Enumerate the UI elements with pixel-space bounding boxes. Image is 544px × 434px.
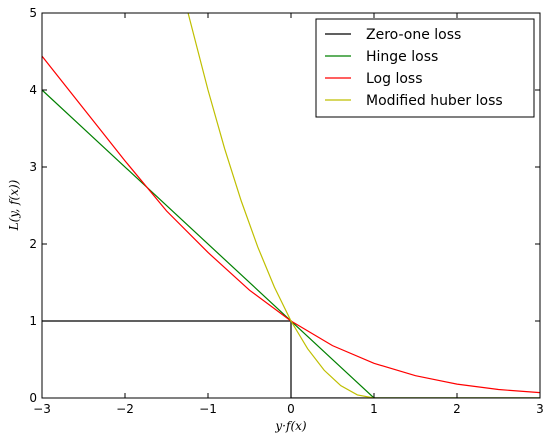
series-layer — [42, 13, 540, 398]
x-tick-label: −1 — [199, 402, 217, 416]
x-axis-label: y·f(x) — [274, 419, 306, 433]
legend-label: Hinge loss — [366, 49, 438, 65]
y-tick-label: 2 — [29, 237, 37, 251]
y-axis-label: L(y, f(x)) — [7, 179, 21, 231]
y-tick-label: 3 — [29, 160, 37, 174]
legend-label: Log loss — [366, 71, 423, 87]
x-tick-label: 0 — [287, 402, 295, 416]
x-tick-label: 2 — [453, 402, 461, 416]
y-tick-label: 4 — [29, 83, 37, 97]
y-tick-label: 0 — [29, 391, 37, 405]
legend-box — [315, 18, 535, 118]
x-tick-label: 1 — [370, 402, 378, 416]
series-line-1 — [42, 89, 540, 398]
legend-label: Modified huber loss — [366, 93, 503, 109]
legend-label: Zero-one loss — [366, 27, 461, 43]
x-tick-label: 3 — [536, 402, 544, 416]
y-tick-label: 5 — [29, 6, 37, 20]
y-tick-label: 1 — [29, 314, 37, 328]
series-line-3 — [187, 13, 540, 398]
legend: Zero-one loss Hinge loss Log loss Modified … — [315, 18, 535, 118]
legend-items: Zero-one loss Hinge loss Log loss Modified … — [325, 27, 503, 109]
series-line-0 — [42, 320, 540, 398]
x-tick-label: −3 — [33, 402, 51, 416]
x-tick-label: −2 — [116, 402, 134, 416]
ticks-layer: −3 −2 −1 0 1 2 3 0 1 2 3 4 5 — [29, 6, 543, 416]
